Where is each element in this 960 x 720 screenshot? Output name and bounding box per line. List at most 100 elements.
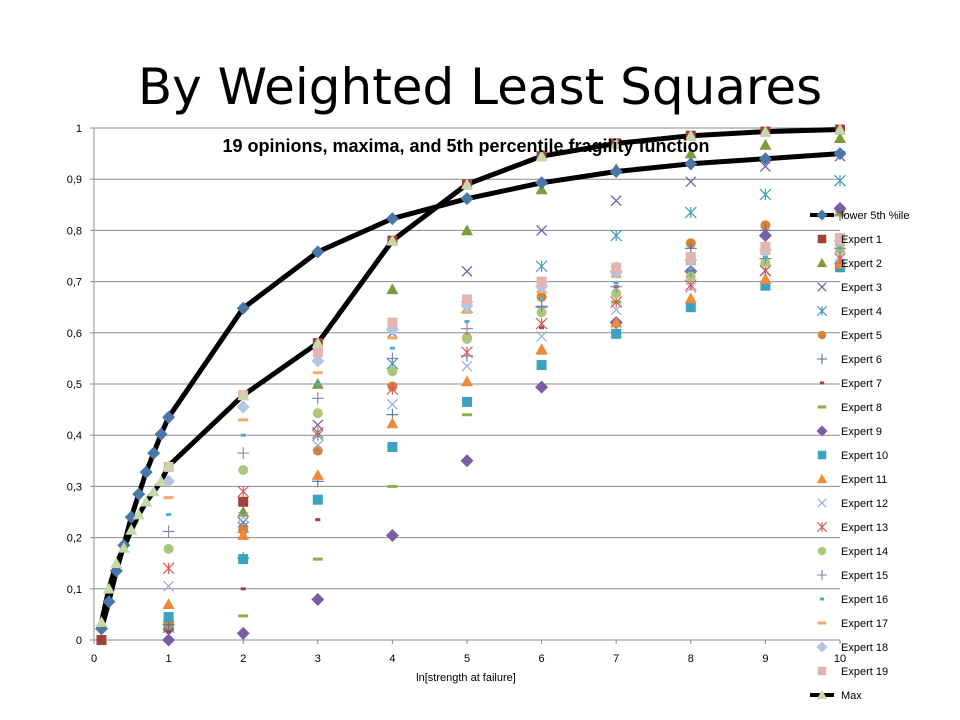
x-tick-label: 5 (464, 653, 470, 665)
short-dash-marker (389, 346, 395, 350)
x-marker (461, 360, 473, 372)
circle-marker (238, 465, 249, 476)
square-marker (835, 233, 845, 244)
series-group (162, 252, 846, 575)
triangle-marker (237, 506, 250, 517)
diamond-marker (236, 400, 250, 414)
short-dash-marker (688, 267, 694, 271)
short-dash-marker (819, 381, 825, 385)
diamond-marker (124, 510, 138, 524)
legend-item: Expert 5 (817, 330, 882, 342)
legend-item: lower 5th %ile (810, 209, 909, 222)
short-dash-marker (315, 518, 321, 522)
legend-label: Expert 9 (841, 426, 882, 438)
diamond-marker (758, 229, 772, 243)
legend-item: Expert 10 (817, 450, 888, 462)
dash-marker (817, 405, 827, 409)
x-marker (461, 265, 473, 277)
dash-marker (312, 557, 323, 561)
circle-marker (817, 330, 827, 340)
square-marker (611, 262, 622, 273)
triangle-marker (816, 257, 828, 268)
diamond-marker (816, 425, 828, 437)
dash-marker (462, 413, 472, 417)
y-tick-label: 0,9 (67, 174, 82, 186)
diamond-marker (535, 380, 549, 394)
square-marker (312, 494, 323, 505)
x-tick-label: 3 (315, 653, 321, 665)
triangle-marker (684, 292, 697, 304)
series-group (162, 201, 847, 647)
x-tick-label: 7 (613, 653, 619, 665)
legend-item: Expert 3 (817, 282, 882, 294)
square-marker (462, 396, 472, 407)
diamond-marker (139, 465, 153, 479)
y-tick-label: 0,3 (67, 481, 82, 493)
x-marker (759, 160, 771, 172)
legend-label: Expert 1 (841, 234, 882, 246)
diamond-marker (236, 301, 250, 315)
triangle-marker (155, 475, 168, 487)
legend-item: Expert 12 (817, 498, 888, 510)
diamond-marker (147, 446, 161, 460)
triangle-marker (117, 541, 130, 553)
circle-marker (387, 366, 398, 377)
series-group (163, 150, 846, 631)
diamond-marker (311, 354, 325, 368)
dash-marker (238, 418, 249, 422)
star-marker (610, 229, 623, 242)
x-tick-label: 1 (166, 653, 172, 665)
legend-label: Expert 5 (841, 330, 882, 342)
triangle-marker (95, 616, 108, 627)
series-group (94, 147, 847, 636)
star-marker (684, 279, 697, 292)
triangle-marker (125, 523, 138, 535)
y-tick-label: 0,1 (67, 584, 82, 596)
legend-label: Expert 13 (841, 522, 888, 534)
x-tick-label: 8 (688, 653, 694, 665)
x-marker (386, 399, 398, 410)
x-marker (685, 176, 697, 188)
legend-item: Expert 8 (817, 402, 882, 414)
x-marker (312, 419, 324, 431)
dash-marker (163, 496, 174, 500)
legend-item: Expert 9 (816, 425, 882, 438)
triangle-marker (461, 375, 473, 387)
triangle-marker (162, 459, 175, 471)
legend-item: Expert 17 (817, 618, 888, 630)
diamond-marker (132, 487, 146, 501)
square-marker (817, 234, 827, 244)
star-marker (610, 296, 623, 309)
series-group (163, 204, 845, 630)
x-tick-label: 2 (240, 653, 246, 665)
circle-marker (536, 307, 547, 318)
square-marker (536, 360, 547, 371)
x-marker (237, 511, 249, 523)
plus-marker (386, 352, 399, 365)
legend-item: Expert 7 (819, 378, 882, 390)
legend-label: lower 5th %ile (841, 210, 909, 222)
legend-label: Expert 6 (841, 354, 882, 366)
x-marker (610, 304, 622, 316)
legend-item: Expert 6 (816, 353, 882, 366)
x-tick-label: 9 (762, 653, 768, 665)
x-marker (536, 224, 548, 236)
plus-marker (535, 300, 548, 313)
legend-item: Expert 13 (816, 521, 888, 534)
dash-marker (462, 310, 472, 314)
legend-label: Expert 15 (841, 570, 888, 582)
triangle-marker (610, 137, 623, 149)
square-marker (387, 441, 398, 452)
y-tick-label: 0 (76, 635, 82, 647)
diamond-marker (162, 633, 176, 647)
diamond-marker (102, 595, 116, 609)
square-marker (163, 611, 174, 622)
plus-marker (237, 447, 250, 460)
series-line (99, 151, 841, 630)
plus-marker (461, 322, 473, 335)
square-marker (96, 635, 107, 645)
triangle-marker (684, 147, 697, 159)
plus-marker (816, 569, 828, 581)
triangle-marker (386, 417, 399, 429)
square-marker (817, 450, 827, 460)
